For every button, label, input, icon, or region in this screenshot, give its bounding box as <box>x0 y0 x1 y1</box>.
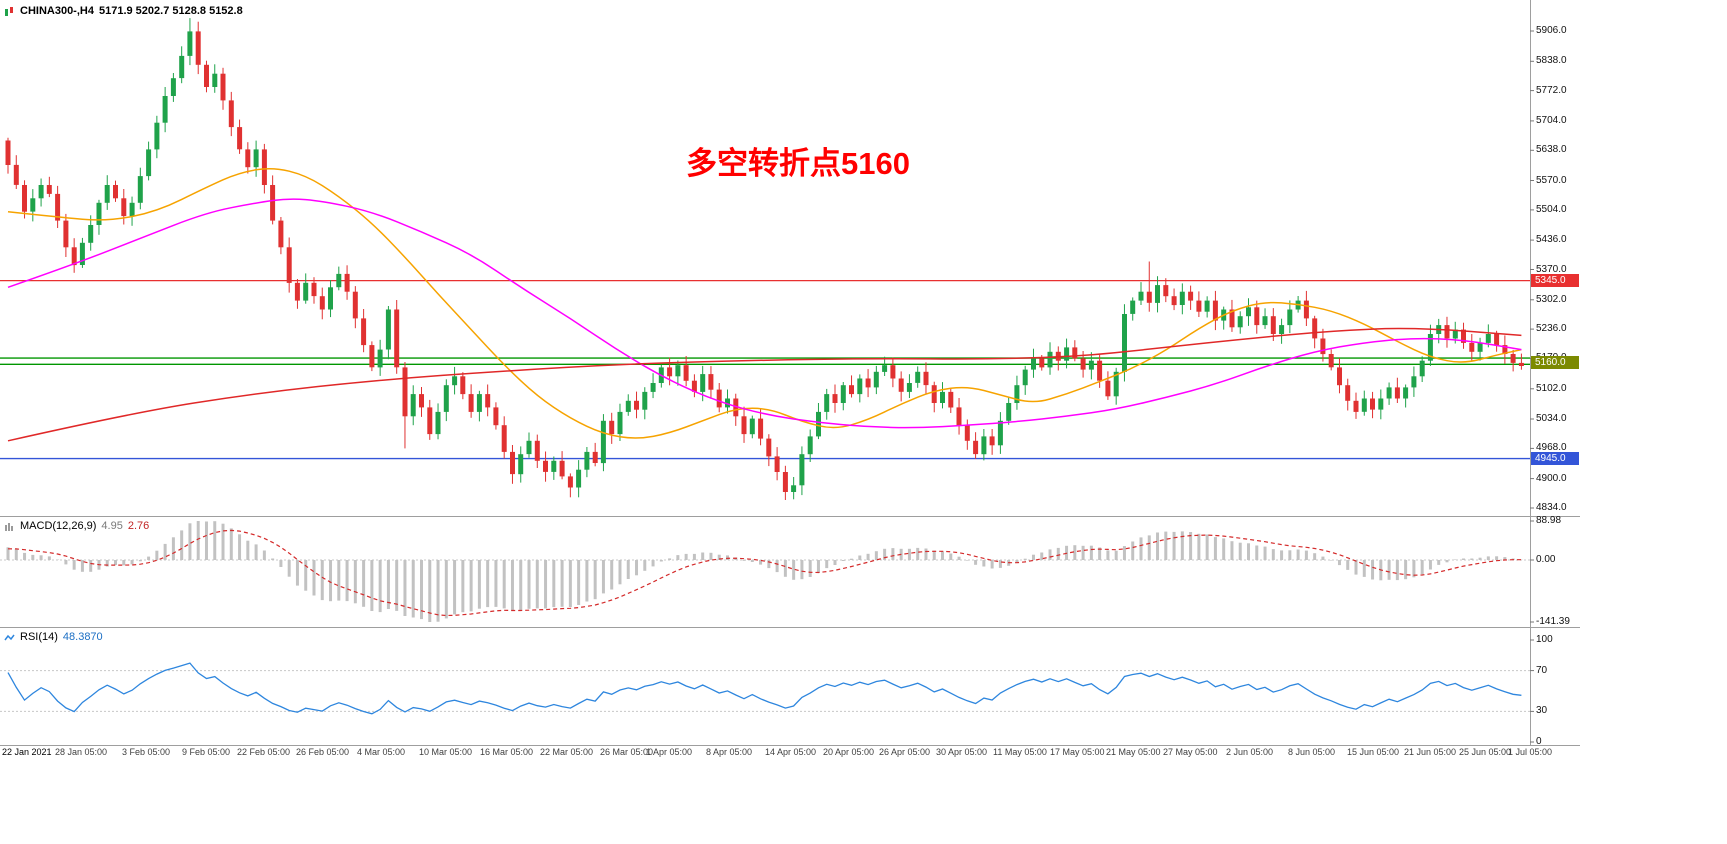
rsi-value: 48.3870 <box>62 631 103 643</box>
macd-label-row: MACD(12,26,9) 4.95 2.76 <box>4 520 149 532</box>
time-tick-label: 15 Jun 05:00 <box>1347 747 1400 757</box>
time-tick-label: 8 Jun 05:00 <box>1288 747 1336 757</box>
time-tick-label: 10 Mar 05:00 <box>419 747 473 757</box>
time-tick-label: 22 Mar 05:00 <box>540 747 594 757</box>
time-tick-label: 8 Apr 05:00 <box>706 747 753 757</box>
panel-frame-lines <box>0 0 1580 746</box>
price-tick-label: 5704.0 <box>1536 114 1567 126</box>
horizontal-price-lines[interactable] <box>0 279 1530 460</box>
macd-axis-label: 0.00 <box>1536 554 1556 565</box>
price-tick-label: 5570.0 <box>1536 174 1567 186</box>
price-tick-label: 5772.0 <box>1536 84 1567 96</box>
chart-ohlc-values: 5171.9 5202.7 5128.8 5152.8 <box>98 5 243 17</box>
time-tick-label: 1 Apr 05:00 <box>646 747 693 757</box>
indicator-icon <box>4 632 15 643</box>
rsi-label: RSI(14) <box>20 631 58 643</box>
chart-symbol-timeframe: CHINA300-,H4 <box>20 5 94 17</box>
macd-axis-label: -141.39 <box>1536 616 1570 627</box>
price-tick-label: 5838.0 <box>1536 55 1567 67</box>
time-tick-label: 30 Apr 05:00 <box>936 747 988 757</box>
time-tick-label: 21 Jun 05:00 <box>1404 747 1457 757</box>
indicator-icon <box>4 521 15 532</box>
time-tick-label: 1 Jul 05:00 <box>1508 747 1553 757</box>
rsi-line <box>7 662 1522 715</box>
price-tick-label: 5906.0 <box>1536 25 1567 36</box>
price-tick-label: 5436.0 <box>1536 234 1567 246</box>
time-tick-label: 21 May 05:00 <box>1106 747 1161 757</box>
price-badge: 4945.0 <box>1531 452 1579 466</box>
ma-slow-red <box>7 327 1522 442</box>
time-tick-label: 26 Mar 05:00 <box>600 747 654 757</box>
macd-label: MACD(12,26,9) <box>20 520 97 532</box>
annotation-text: 多空转折点5160 <box>686 146 910 181</box>
price-tick-label: 5236.0 <box>1536 323 1567 335</box>
time-tick-label: 3 Feb 05:00 <box>122 747 171 757</box>
ma-fast-orange <box>7 168 1522 439</box>
time-tick-label: 16 Mar 05:00 <box>480 747 534 757</box>
macd-main-value: 4.95 <box>101 520 123 532</box>
price-tick-label: 5034.0 <box>1536 413 1567 424</box>
price-tick-label: 5370.0 <box>1536 263 1567 275</box>
rsi-label-row: RSI(14) 48.3870 <box>4 631 103 643</box>
time-tick-label: 11 May 05:00 <box>993 747 1047 757</box>
time-tick-label: 27 May 05:00 <box>1163 747 1218 757</box>
macd-axis-label: 88.98 <box>1536 515 1562 526</box>
time-tick-label: 14 Apr 05:00 <box>765 747 817 757</box>
rsi-axis-label: 70 <box>1536 664 1548 676</box>
candlestick-series[interactable] <box>5 18 1524 500</box>
time-tick-label: 22 Jan 2021 <box>2 747 52 757</box>
time-tick-label: 2 Jun 05:00 <box>1226 747 1274 757</box>
price-tick-label: 4900.0 <box>1536 472 1567 484</box>
price-badge: 5160.0 <box>1531 356 1579 370</box>
ma-mid-magenta <box>7 198 1522 429</box>
time-tick-label: 25 Jun 05:00 <box>1459 747 1512 757</box>
time-tick-label: 26 Apr 05:00 <box>879 747 931 757</box>
chart-title: CHINA300-,H4 5171.9 5202.7 5128.8 5152.8 <box>4 5 243 17</box>
time-tick-label: 20 Apr 05:00 <box>823 747 875 757</box>
time-tick-label: 26 Feb 05:00 <box>296 747 350 757</box>
price-tick-label: 4968.0 <box>1536 442 1567 454</box>
macd-signal-line <box>7 529 1522 617</box>
rsi-indicator <box>0 662 1530 715</box>
macd-indicator <box>0 521 1530 622</box>
moving-average-lines <box>7 168 1522 442</box>
price-tick-label: 5302.0 <box>1536 293 1567 305</box>
price-tick-label: 5638.0 <box>1536 144 1567 156</box>
rsi-axis-label: 100 <box>1536 634 1553 645</box>
rsi-axis-label: 0 <box>1536 736 1542 747</box>
chart-icon <box>4 6 15 17</box>
time-tick-label: 28 Jan 05:00 <box>55 747 108 757</box>
price-tick-label: 5102.0 <box>1536 382 1567 394</box>
rsi-axis-label: 30 <box>1536 705 1548 717</box>
time-tick-label: 22 Feb 05:00 <box>237 747 291 757</box>
price-badge: 5345.0 <box>1531 274 1579 288</box>
time-tick-label: 17 May 05:00 <box>1050 747 1105 757</box>
time-tick-label: 9 Feb 05:00 <box>182 747 231 757</box>
price-tick-label: 4834.0 <box>1536 502 1567 513</box>
macd-signal-value: 2.76 <box>127 520 150 532</box>
time-tick-label: 4 Mar 05:00 <box>357 747 406 757</box>
price-tick-label: 5504.0 <box>1536 203 1567 215</box>
